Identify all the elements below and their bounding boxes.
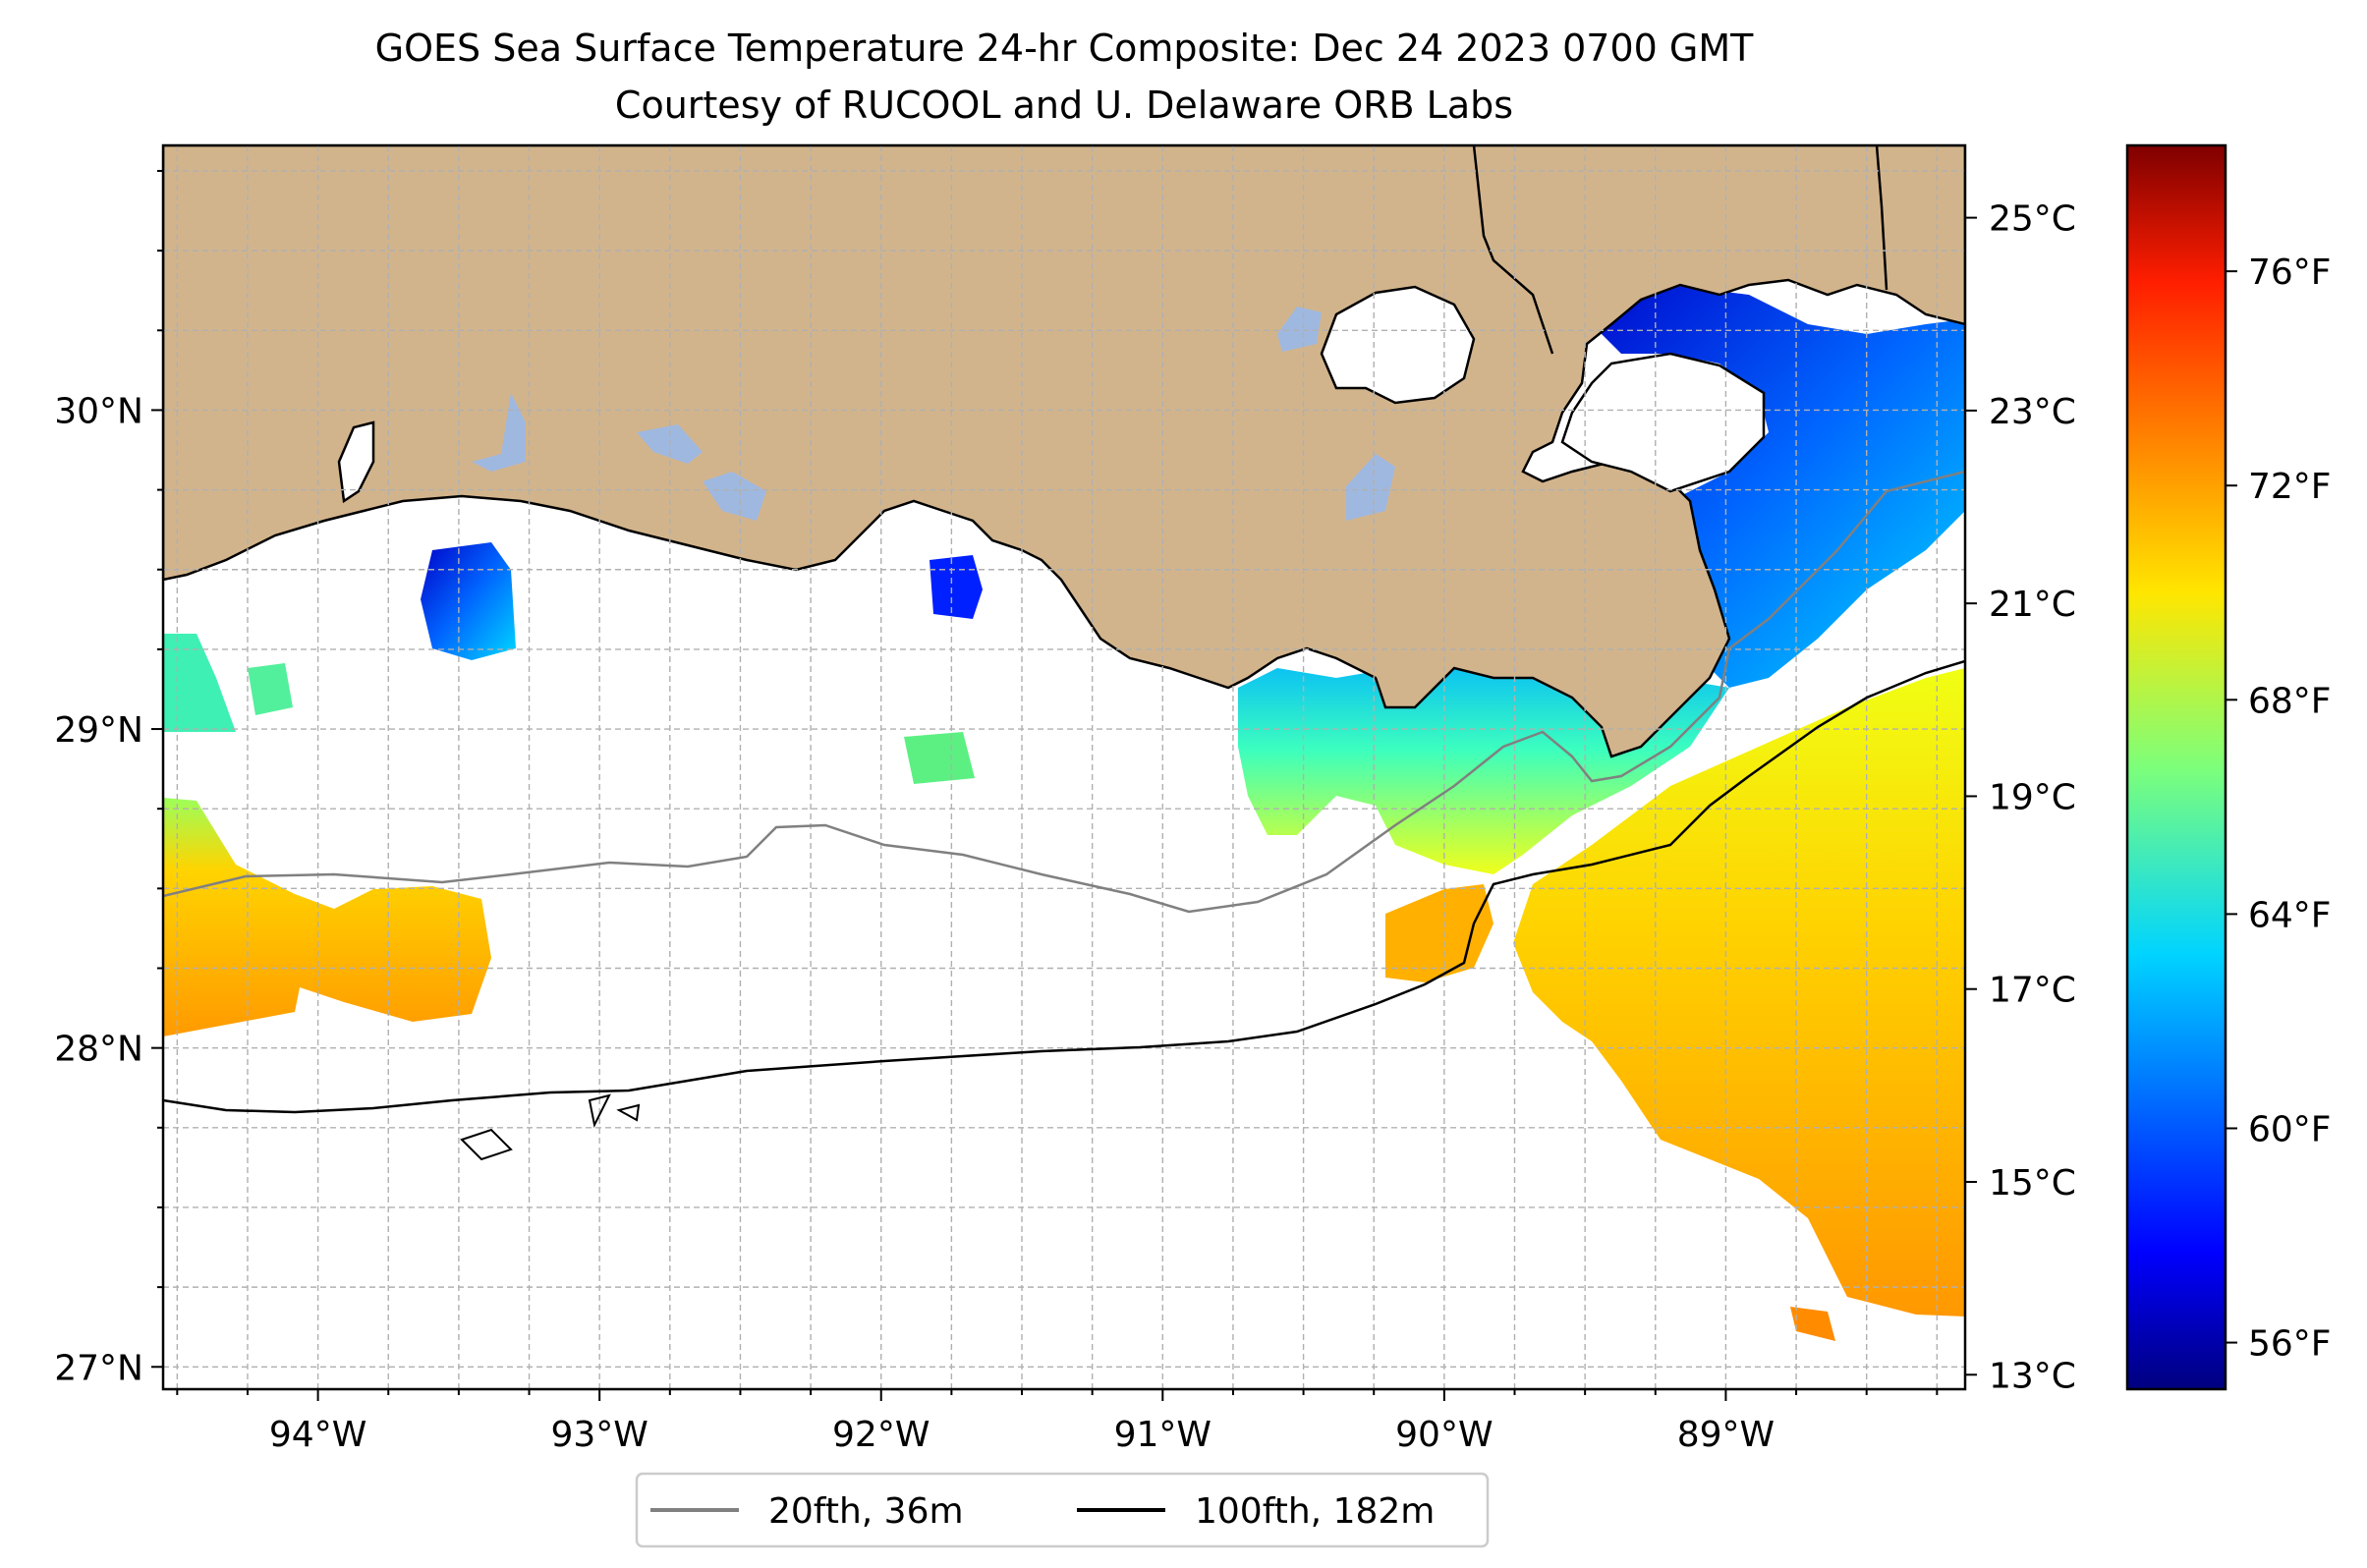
colorbar-fahrenheit-label: 60°F (2248, 1109, 2332, 1149)
sst-blue-vermilion (930, 555, 983, 619)
legend-label-100fth: 100fth, 182m (1195, 1491, 1435, 1532)
isobath-islands (460, 1093, 641, 1161)
gridlines (163, 145, 1965, 1389)
lat-tick-label: 28°N (54, 1030, 143, 1070)
colorbar-fahrenheit-label: 56°F (2248, 1324, 2332, 1365)
lon-tick-label: 90°W (1395, 1415, 1493, 1455)
inland-lake-4 (703, 472, 766, 521)
colorbar-celsius-label: 25°C (1989, 199, 2076, 240)
colorbar-celsius-label: 15°C (1989, 1163, 2076, 1204)
lon-tick-label: 89°W (1677, 1415, 1775, 1455)
sst-west-green (163, 634, 236, 732)
colorbar-celsius-label: 17°C (1989, 971, 2076, 1011)
lon-axis: 94°W 93°W 92°W 91°W 90°W 89°W (176, 1389, 1939, 1455)
isobath-20fth (163, 470, 1965, 914)
lat-axis: 27°N 28°N 29°N 30°N (54, 169, 163, 1388)
lon-tick-label: 92°W (832, 1415, 930, 1455)
sst-blue-inshore (421, 542, 516, 660)
colorbar-celsius-label: 21°C (1989, 585, 2076, 625)
colorbar-celsius-label: 13°C (1989, 1356, 2076, 1396)
colorbar-gradient (2125, 143, 2227, 1391)
sst-warm-region (1513, 668, 1965, 1316)
lat-tick-label: 30°N (54, 391, 143, 431)
colorbar: 13°C 15°C 17°C 19°C 21°C 23°C 25°C 56°F 60°F 64°… (1965, 143, 2332, 1396)
white-bay (1560, 352, 1766, 493)
colorbar-celsius-axis: 13°C 15°C 17°C 19°C 21°C 23°C 25°C (1965, 199, 2076, 1396)
lon-tick-label: 91°W (1114, 1415, 1212, 1455)
inland-lake-2 (472, 393, 526, 472)
lat-tick-label: 27°N (54, 1348, 143, 1388)
state-border-1 (1472, 145, 1554, 355)
legend: 20fth, 36m 100fth, 182m (635, 1472, 1490, 1548)
colorbar-fahrenheit-label: 76°F (2248, 252, 2332, 293)
colorbar-celsius-label: 19°C (1989, 777, 2076, 817)
isobath-100fth (163, 659, 1965, 1114)
map-panel (163, 145, 1965, 1389)
inland-lake-1 (1277, 307, 1322, 352)
sst-west-warm (163, 798, 491, 1036)
lat-tick-label: 29°N (54, 710, 143, 751)
sst-west-green2 (248, 663, 293, 715)
legend-label-20fth: 20fth, 36m (768, 1491, 964, 1532)
state-border-2 (1875, 145, 1888, 291)
colorbar-fahrenheit-label: 72°F (2248, 467, 2332, 507)
sst-south-patch (1790, 1307, 1835, 1341)
map-subtitle: Courtesy of RUCOOL and U. Delaware ORB L… (615, 84, 1513, 127)
legend-box (635, 1472, 1490, 1548)
map-frame (161, 143, 1967, 1391)
colorbar-fahrenheit-axis: 56°F 60°F 64°F 68°F 72°F 76°F (2226, 252, 2332, 1365)
map-title: GOES Sea Surface Temperature 24-hr Compo… (375, 27, 1754, 70)
lake-pontchartrain (1320, 285, 1476, 405)
colorbar-fahrenheit-label: 68°F (2248, 681, 2332, 721)
inland-lake-5 (1346, 454, 1395, 521)
lon-tick-label: 93°W (550, 1415, 648, 1455)
colorbar-celsius-label: 23°C (1989, 392, 2076, 432)
colorbar-fahrenheit-label: 64°F (2248, 895, 2332, 935)
sst-patch-mid (904, 732, 975, 784)
lake-west (337, 420, 375, 504)
lon-tick-label: 94°W (269, 1415, 366, 1455)
